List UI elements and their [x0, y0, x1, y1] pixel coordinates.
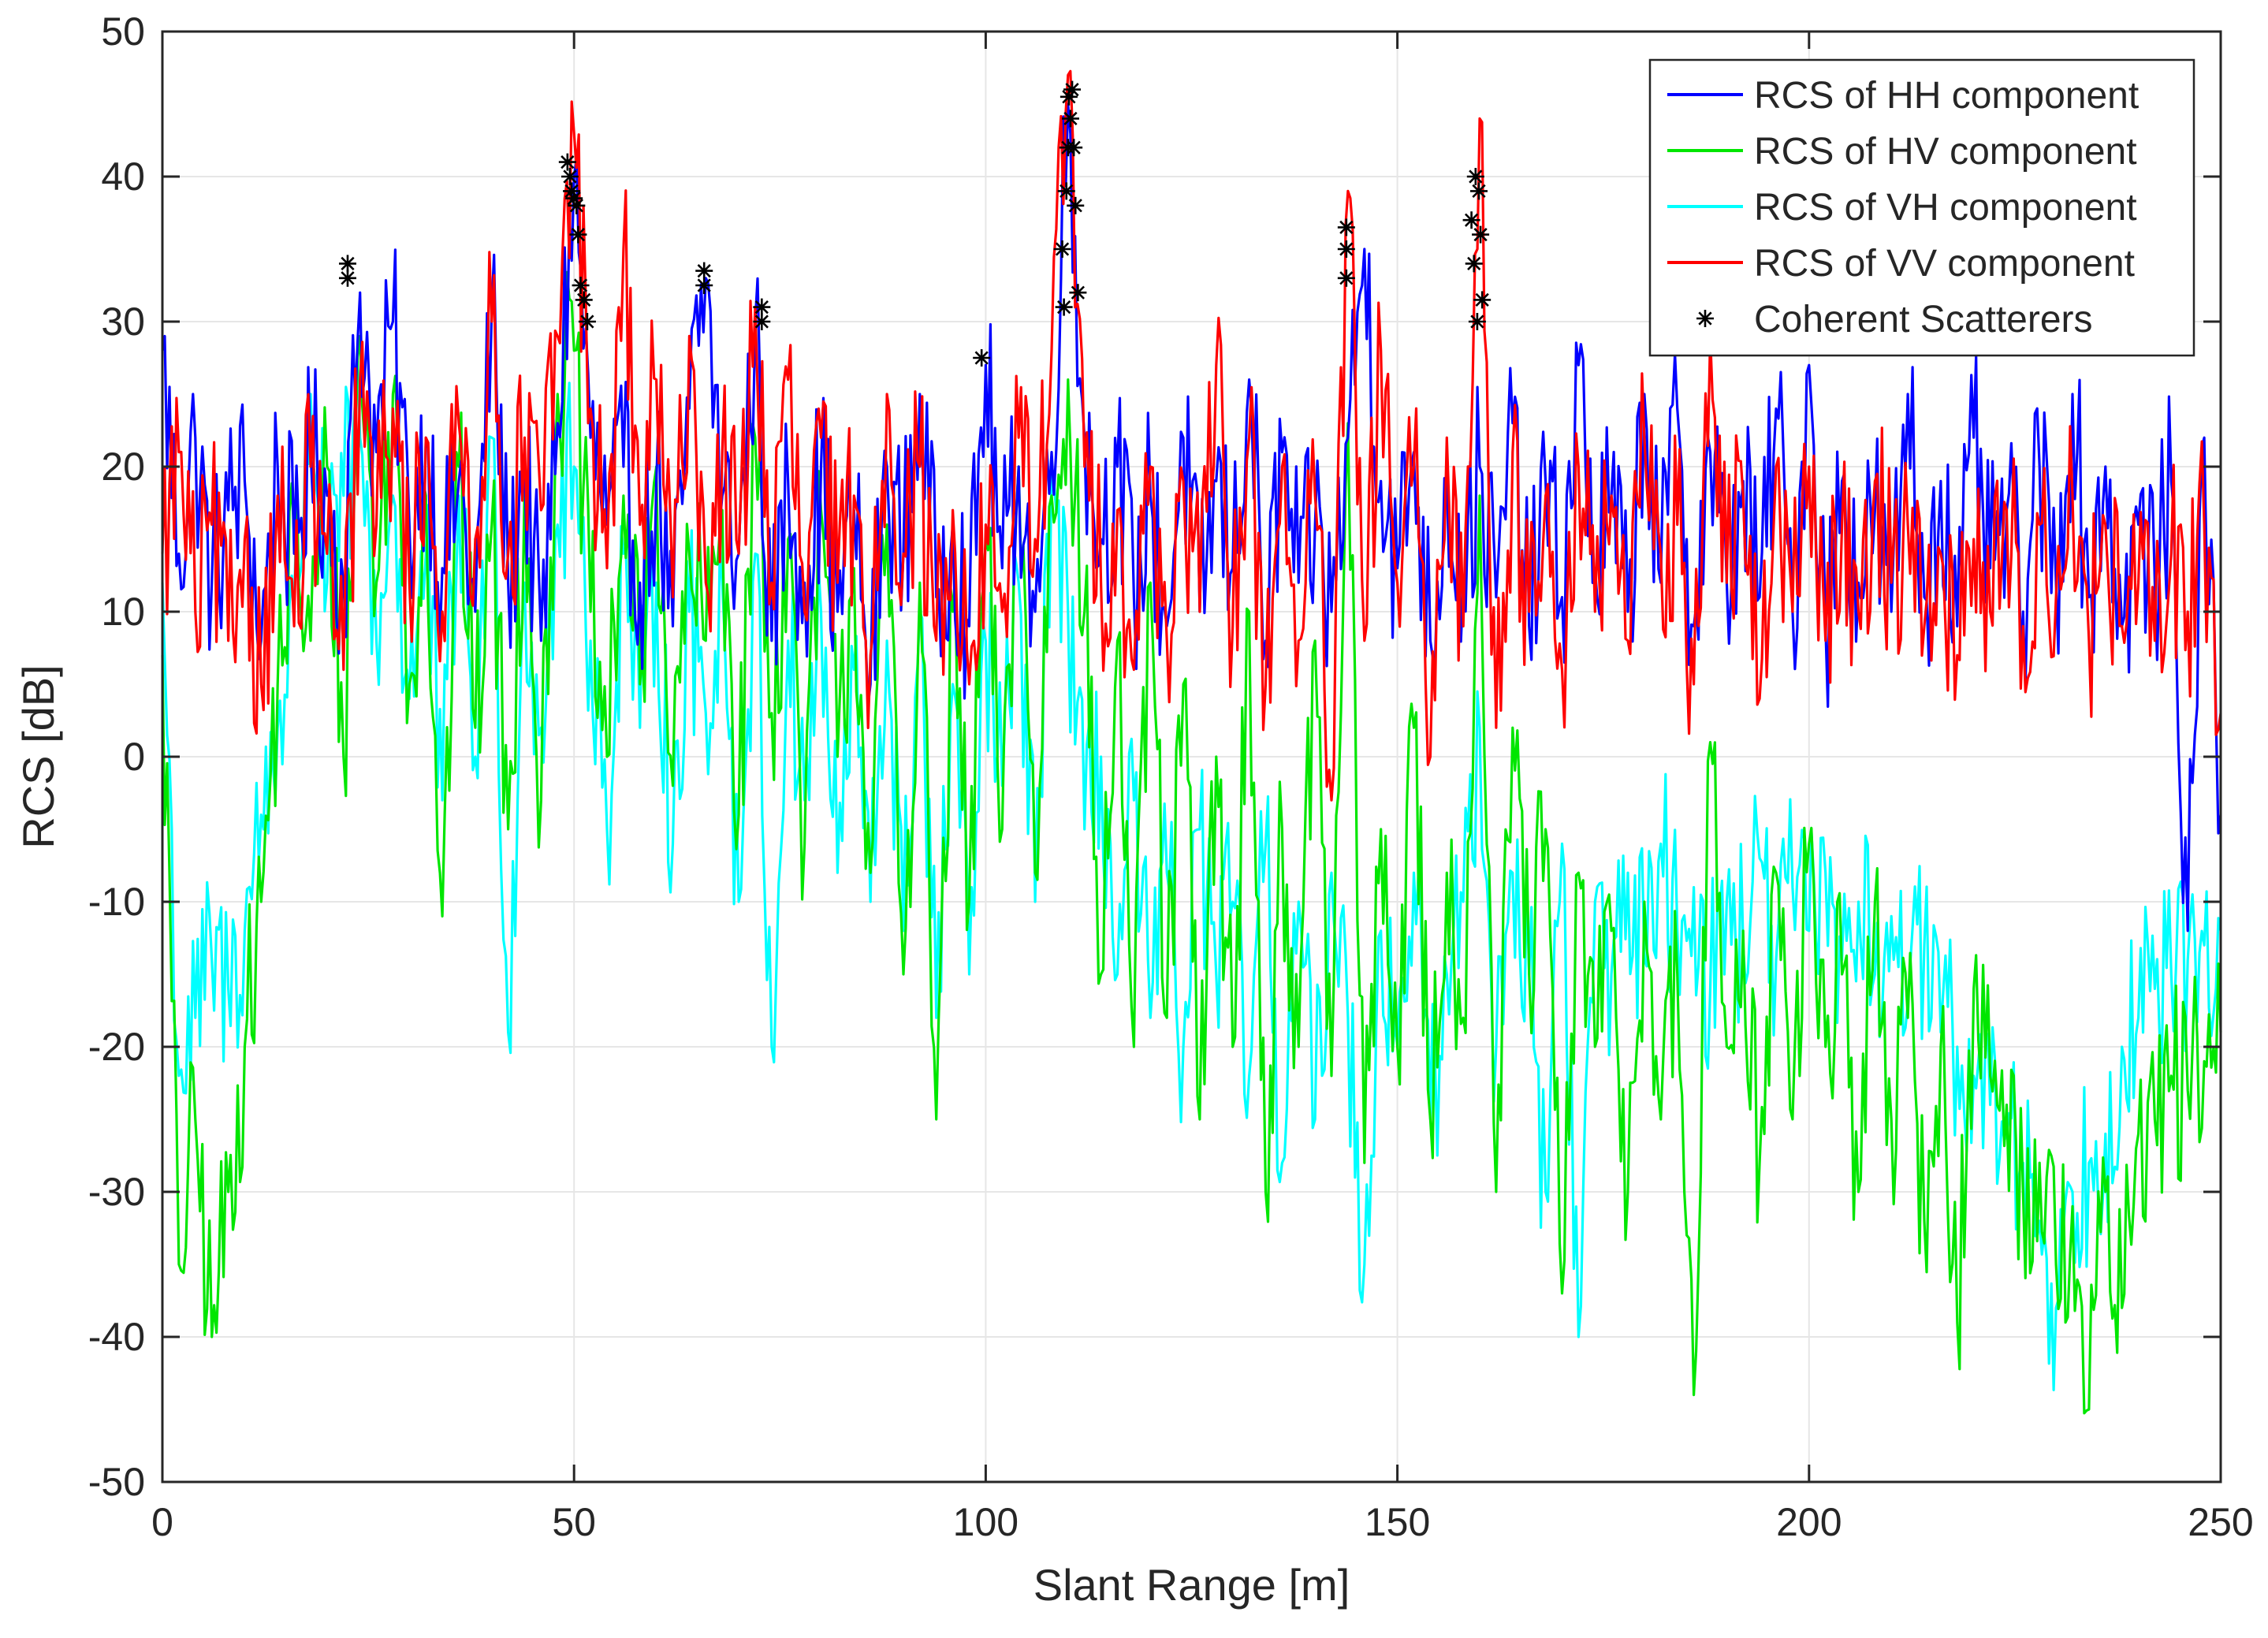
scatterer-marker	[1337, 269, 1355, 287]
scatterer-marker	[1053, 240, 1071, 258]
scatterer-marker	[1468, 313, 1486, 330]
legend-label: Coherent Scatterers	[1754, 299, 2093, 341]
y-tick-label: 10	[101, 590, 145, 634]
y-tick-label: -20	[88, 1025, 145, 1069]
scatterer-marker	[695, 262, 713, 280]
scatterer-marker	[1337, 240, 1355, 258]
scatterer-marker	[560, 168, 579, 185]
series-lines	[161, 69, 2222, 1415]
legend-label: RCS of VH component	[1754, 187, 2137, 229]
scatterer-marker	[1063, 80, 1082, 99]
scatterer-marker	[338, 255, 356, 273]
y-axis-label: RCS [dB]	[13, 665, 63, 848]
coherent-scatterer-markers	[338, 80, 1492, 367]
scatterer-marker	[1466, 168, 1484, 185]
legend-item: RCS of HH component	[1667, 75, 2139, 117]
series-line-3	[161, 69, 2222, 802]
y-tick-label: -30	[88, 1170, 145, 1214]
scatterer-marker	[572, 277, 590, 294]
y-tick-label: 40	[101, 154, 145, 199]
y-tick-label: -40	[88, 1315, 145, 1359]
scatterer-marker	[1057, 182, 1075, 200]
y-tick-label: 30	[101, 300, 145, 344]
scatterer-marker	[563, 182, 581, 200]
x-tick-label: 200	[1776, 1500, 1842, 1544]
x-axis-ticks: 0 50 100 150 200 250	[151, 32, 2254, 1544]
scatterer-marker	[569, 225, 587, 244]
legend-item: RCS of HV component	[1667, 131, 2137, 173]
y-axis-ticks: -50 -40 -30 -20 -10 0 10 20 30 40 50	[88, 9, 2221, 1504]
scatterer-marker	[1069, 284, 1087, 302]
x-tick-label: 150	[1365, 1500, 1430, 1544]
scatterer-marker	[1067, 196, 1085, 214]
scatterer-marker	[753, 298, 771, 316]
scatterer-marker	[1472, 225, 1490, 244]
scatterer-marker	[973, 349, 991, 367]
x-tick-label: 100	[953, 1500, 1019, 1544]
legend-label: RCS of HV component	[1754, 131, 2137, 173]
x-axis-label: Slant Range [m]	[1033, 1560, 1350, 1610]
scatterer-marker	[1055, 298, 1073, 316]
legend-label: RCS of HH component	[1754, 75, 2139, 117]
legend-item: Coherent Scatterers	[1696, 299, 2093, 341]
scatterer-marker	[1065, 139, 1083, 157]
scatterer-marker	[1473, 291, 1492, 309]
scatterer-marker	[575, 291, 593, 309]
x-tick-label: 50	[552, 1500, 596, 1544]
legend: RCS of HH component RCS of HV component RC…	[1648, 58, 2195, 357]
x-tick-label: 250	[2188, 1500, 2253, 1544]
y-tick-label: 0	[123, 735, 145, 779]
legend-item: RCS of VV component	[1667, 243, 2135, 285]
legend-item: RCS of VH component	[1667, 187, 2137, 229]
scatterer-marker	[338, 269, 356, 287]
y-tick-label: -10	[88, 880, 145, 924]
y-tick-label: 50	[101, 9, 145, 54]
scatterer-marker	[558, 153, 576, 171]
scatterer-marker	[1060, 87, 1078, 106]
legend-label: RCS of VV component	[1754, 243, 2135, 285]
scatterer-marker	[1337, 218, 1355, 236]
y-tick-label: 20	[101, 445, 145, 489]
scatterer-marker	[1061, 110, 1079, 128]
scatterer-marker	[695, 277, 713, 294]
y-tick-label: -50	[88, 1460, 145, 1504]
series-line-1	[161, 270, 2222, 1415]
legend-marker-swatch	[1696, 310, 1714, 327]
x-tick-label: 0	[151, 1500, 173, 1544]
scatterer-marker	[578, 313, 596, 330]
scatterer-marker	[1465, 255, 1483, 273]
scatterer-marker	[1462, 211, 1480, 229]
scatterer-marker	[1469, 182, 1488, 200]
scatterer-marker	[568, 196, 586, 214]
scatterer-marker	[753, 313, 771, 330]
